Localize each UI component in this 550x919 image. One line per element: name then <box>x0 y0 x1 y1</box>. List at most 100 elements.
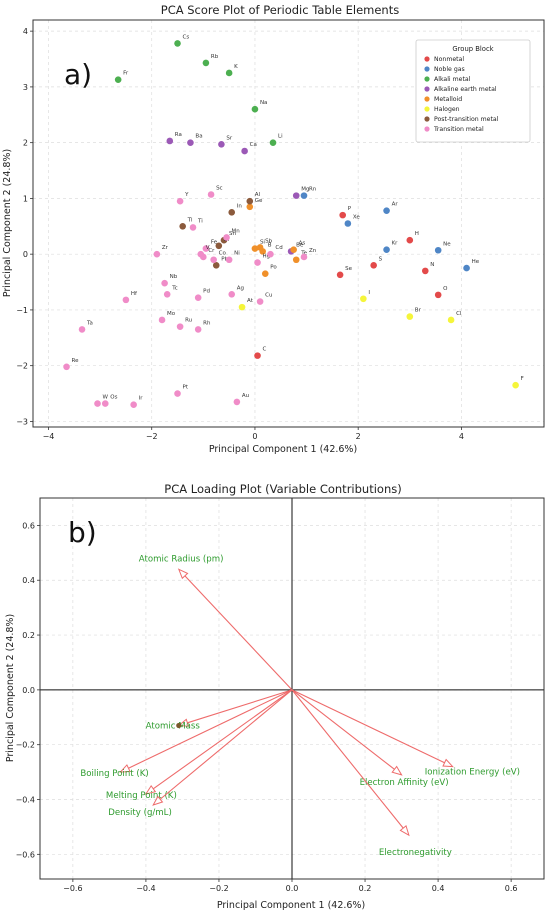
loading-x-tick-label: −0.6 <box>63 884 82 893</box>
loading-label-atomic-mass: Atomic Mass <box>146 722 201 732</box>
score-plot-legend: Group Block Nonmetal Noble gas Alkali meta… <box>415 39 531 143</box>
element-label-n: N <box>430 262 434 268</box>
element-point-ni <box>225 256 233 264</box>
loading-y-tick-label: 0.4 <box>22 576 35 585</box>
loading-label-melting-point-k: Melting Point (K) <box>106 791 177 801</box>
element-label-pt: Pt <box>183 385 189 391</box>
element-point-cu <box>256 298 264 305</box>
legend-entry-label: Transition metal <box>433 126 484 133</box>
element-point-rh <box>194 326 202 333</box>
element-label-se: Se <box>345 266 352 272</box>
element-point-se <box>336 271 344 279</box>
element-label-ba: Ba <box>195 134 202 140</box>
element-point-si <box>251 245 259 252</box>
loading-y-tick-label: −0.6 <box>16 850 35 859</box>
element-point-p <box>339 211 346 219</box>
panel-label-b: b) <box>68 516 97 549</box>
element-label-cd: Cd <box>275 245 282 251</box>
legend-title: Group Block <box>452 45 493 53</box>
element-point-ba <box>187 139 194 146</box>
score-x-tick-label: 0 <box>252 432 257 441</box>
loading-label-electron-affinity-ev: Electron Affinity (eV) <box>360 778 449 788</box>
element-label-ta: Ta <box>86 320 93 326</box>
panel-label-a: a) <box>64 58 92 91</box>
element-label-hg: Hg <box>263 254 271 260</box>
element-point-bi <box>215 242 223 250</box>
element-label-ru: Ru <box>185 318 192 324</box>
legend-swatch <box>424 66 430 72</box>
element-label-be: Be <box>296 242 304 248</box>
legend-entry-label: Noble gas <box>434 66 465 73</box>
element-point-nb <box>161 279 168 287</box>
legend-entry-label: Post-transition metal <box>434 116 499 123</box>
loading-y-tick-label: 0.6 <box>22 521 35 530</box>
element-point-ru <box>176 323 184 330</box>
element-label-ra: Ra <box>175 132 182 138</box>
element-point-xe <box>344 220 352 227</box>
element-point-o <box>434 291 442 299</box>
loading-arrowhead-boiling-point-k <box>119 764 131 773</box>
loading-plot-y-axis-label: Principal Component 2 (24.8%) <box>5 614 16 762</box>
loading-arrowhead-atomic-mass <box>177 718 190 727</box>
element-point-y <box>176 197 184 205</box>
element-point-na <box>251 105 259 113</box>
loading-arrow-atomic-radius-pm <box>184 575 293 691</box>
element-label-sr: Sr <box>226 135 232 141</box>
loading-x-tick-label: 0.0 <box>286 884 299 893</box>
loading-y-tick-label: −0.2 <box>16 741 35 750</box>
element-label-s: S <box>379 256 383 262</box>
score-x-tick-label: 4 <box>459 432 464 441</box>
element-point-hf <box>122 296 130 304</box>
legend-entry-label: Halogen <box>434 106 460 113</box>
element-label-fe: Fe <box>211 240 218 246</box>
element-point-hg <box>254 259 261 266</box>
element-point-in <box>228 209 236 216</box>
element-label-v: V <box>206 245 210 251</box>
element-point-tc <box>163 291 171 298</box>
legend-entries: Nonmetal Noble gas Alkali metal Alkaline ea… <box>424 56 499 133</box>
element-label-fr: Fr <box>123 71 129 77</box>
legend-swatch <box>424 106 430 112</box>
element-label-b: B <box>268 242 272 248</box>
element-label-rh: Rh <box>203 320 211 326</box>
element-label-co: Co <box>219 251 227 257</box>
element-label-ti: Ti <box>197 218 203 224</box>
element-point-ti <box>189 224 197 231</box>
element-label-re: Re <box>72 358 80 364</box>
element-point-as <box>290 246 297 254</box>
element-point-ta <box>78 326 86 333</box>
element-point-pt <box>174 390 181 397</box>
loading-x-tick-label: 0.4 <box>432 884 445 893</box>
element-point-sr <box>218 141 225 148</box>
element-label-as: As <box>299 241 306 247</box>
element-point-f <box>512 381 519 389</box>
loading-plot-zero-axes <box>40 498 544 879</box>
element-label-f: F <box>521 376 524 382</box>
element-label-si: Si <box>260 240 265 246</box>
element-label-tc: Tc <box>171 285 177 291</box>
loading-arrow-atomic-mass <box>187 689 293 724</box>
element-point-ge <box>246 203 254 211</box>
element-point-li <box>269 139 277 146</box>
element-label-kr: Kr <box>392 241 399 247</box>
legend-swatch <box>424 76 430 82</box>
score-y-tick-label: −1 <box>16 306 28 315</box>
element-point-fr <box>114 76 122 83</box>
element-label-li: Li <box>278 134 283 140</box>
element-point-cd <box>267 250 274 258</box>
element-label-mg: Mg <box>301 187 309 193</box>
score-plot-title: PCA Score Plot of Periodic Table Element… <box>161 3 399 17</box>
score-plot-ticks: −4 −2 0 2 4 −3 −2 −1 0 1 2 3 4 <box>16 27 464 441</box>
element-label-cs: Cs <box>183 34 190 40</box>
element-label-zn: Zn <box>309 248 317 254</box>
score-y-tick-label: 0 <box>23 250 28 259</box>
legend-swatch <box>424 126 430 132</box>
loading-plot-title: PCA Loading Plot (Variable Contributions… <box>164 482 401 496</box>
element-point-s <box>370 262 377 269</box>
element-label-w: W <box>103 395 109 401</box>
element-point-c <box>254 352 261 359</box>
element-label-mo: Mo <box>167 311 176 317</box>
loading-x-tick-label: −0.2 <box>209 884 228 893</box>
